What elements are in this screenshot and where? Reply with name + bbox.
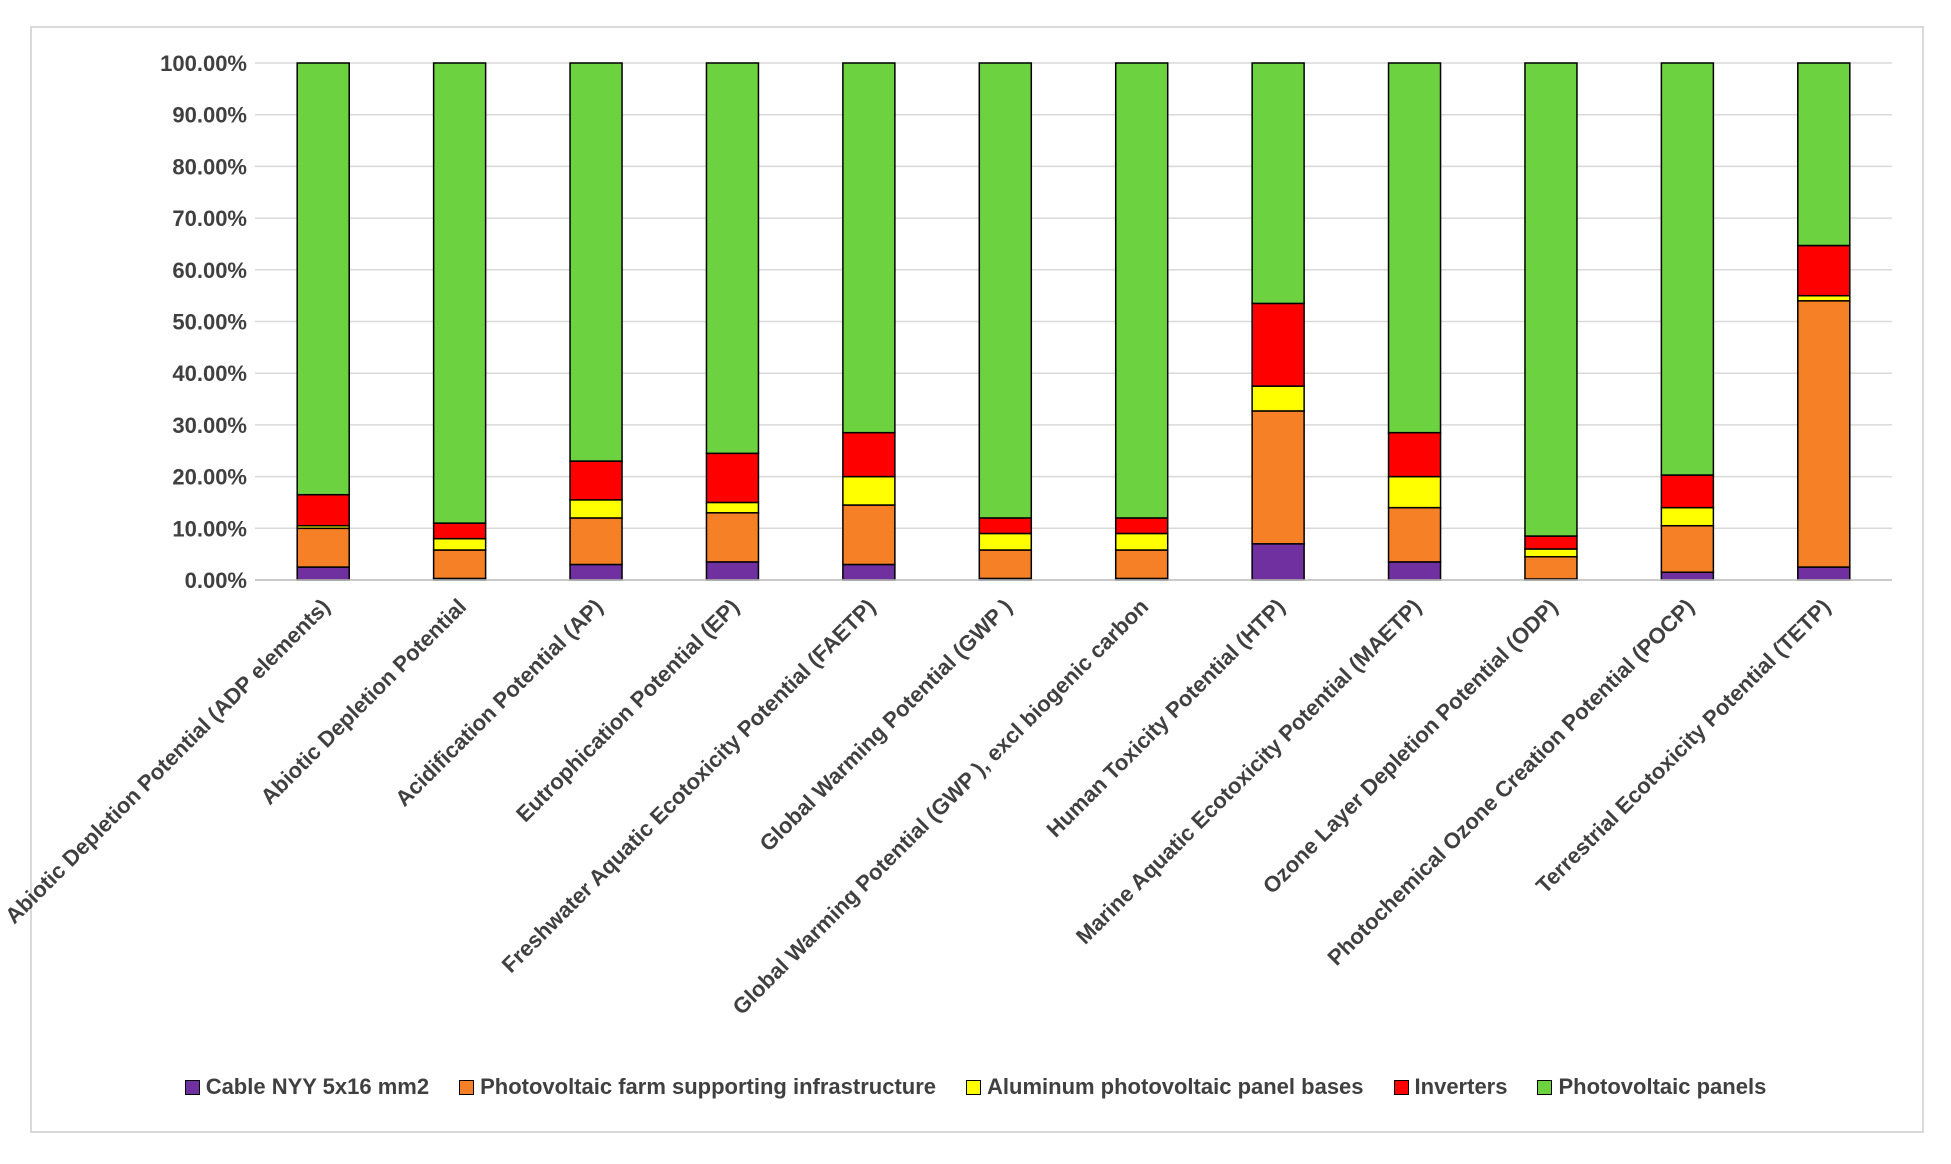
legend: Cable NYY 5x16 mm2 Photovoltaic farm supp… <box>0 1074 1951 1100</box>
bar-segment <box>569 499 623 519</box>
bar-segment <box>842 504 896 566</box>
bar-segment <box>1387 431 1442 478</box>
bar-segment <box>569 563 623 581</box>
bar-segment <box>978 517 1033 535</box>
bar-segment <box>296 566 350 581</box>
bar-segment <box>1387 475 1442 509</box>
legend-item: Photovoltaic farm supporting infrastruct… <box>459 1074 936 1100</box>
bar-segment <box>432 549 487 580</box>
bar-segment <box>569 517 623 566</box>
bar-segment <box>1660 524 1715 573</box>
legend-label: Aluminum photovoltaic panel bases <box>987 1074 1364 1099</box>
bar-segment <box>1524 548 1578 558</box>
bar-segment <box>1524 62 1578 537</box>
bar-segment <box>705 452 760 504</box>
bar-segment <box>432 522 487 540</box>
legend-label: Inverters <box>1414 1074 1508 1099</box>
bar-segment <box>705 501 760 514</box>
legend-label: Photovoltaic farm supporting infrastruct… <box>480 1074 937 1099</box>
bar-segment <box>705 62 760 455</box>
y-tick-label: 30.00% <box>172 413 247 438</box>
bar-segment <box>978 62 1033 519</box>
bar-segment <box>842 563 896 581</box>
bar-segment <box>1251 410 1305 545</box>
x-tick-label: Eutrophication Potential (EP) <box>511 594 744 827</box>
bar-segment <box>1797 62 1851 247</box>
bar-segment <box>569 460 623 501</box>
bar-segment <box>842 62 896 434</box>
bar-segment <box>1251 385 1305 412</box>
x-tick-label: Ozone Layer Depletion Potential (ODP) <box>1258 594 1563 899</box>
y-tick-label: 70.00% <box>172 206 247 231</box>
bar-segment <box>1114 517 1169 535</box>
y-tick-label: 0.00% <box>185 568 247 593</box>
bar-segment <box>1797 294 1851 302</box>
legend-swatch <box>459 1079 475 1095</box>
bar-segment <box>296 527 350 568</box>
bar-segment <box>296 493 350 527</box>
bar-segment <box>842 475 896 506</box>
bar-segment <box>1387 62 1442 434</box>
bar-segment <box>1251 62 1305 305</box>
bar-segment <box>1797 566 1851 581</box>
legend-item: Photovoltaic panels <box>1537 1074 1766 1100</box>
y-tick-label: 80.00% <box>172 154 247 179</box>
y-tick-label: 10.00% <box>172 516 247 541</box>
y-tick-label: 20.00% <box>172 465 247 490</box>
bar-segment <box>432 62 487 524</box>
bar-segment <box>1251 302 1305 387</box>
legend-label: Cable NYY 5x16 mm2 <box>205 1074 430 1099</box>
bar-segment <box>1660 474 1715 509</box>
legend-swatch <box>1537 1079 1553 1095</box>
bar-segment <box>1387 506 1442 563</box>
x-tick-label: Terrestrial Ecotoxicity Potential (TETP) <box>1531 594 1835 898</box>
bar-segment <box>1251 543 1305 581</box>
bar-segment <box>1660 62 1715 476</box>
y-tick-label: 60.00% <box>172 258 247 283</box>
bar-segment <box>1660 571 1715 581</box>
bar-segment <box>1797 300 1851 568</box>
bar-segment <box>432 537 487 551</box>
x-tick-label: Abiotic Depletion Potential (ADP element… <box>0 594 335 929</box>
bar-segment <box>569 62 623 462</box>
y-tick-label: 40.00% <box>172 361 247 386</box>
legend-swatch <box>184 1079 200 1095</box>
bar-segment <box>1524 535 1578 550</box>
bar-segment <box>705 512 760 563</box>
y-tick-label: 90.00% <box>172 103 247 128</box>
y-tick-label: 100.00% <box>160 51 247 76</box>
x-tick-label: Global Warming Potential (GWP ) <box>755 594 1017 856</box>
bar-segment <box>1114 62 1169 519</box>
bar-segment <box>1387 561 1442 581</box>
bar-segment <box>1524 555 1578 580</box>
legend-item: Cable NYY 5x16 mm2 <box>184 1074 430 1100</box>
legend-label: Photovoltaic panels <box>1558 1074 1767 1099</box>
bar-segment <box>978 549 1033 580</box>
bar-segment <box>705 561 760 581</box>
legend-item: Inverters <box>1393 1074 1508 1100</box>
legend-swatch <box>966 1079 982 1095</box>
bar-segment <box>296 62 350 496</box>
bar-segment <box>842 431 896 478</box>
y-tick-label: 50.00% <box>172 310 247 335</box>
legend-item: Aluminum photovoltaic panel bases <box>966 1074 1364 1100</box>
bar-segment <box>978 532 1033 551</box>
bar-segment <box>1797 244 1851 297</box>
bar-segment <box>1114 532 1169 551</box>
bar-segment <box>1660 506 1715 527</box>
bar-segment <box>1114 549 1169 580</box>
x-tick-label: Human Toxicity Potential (HTP) <box>1041 594 1289 842</box>
legend-swatch <box>1393 1079 1409 1095</box>
